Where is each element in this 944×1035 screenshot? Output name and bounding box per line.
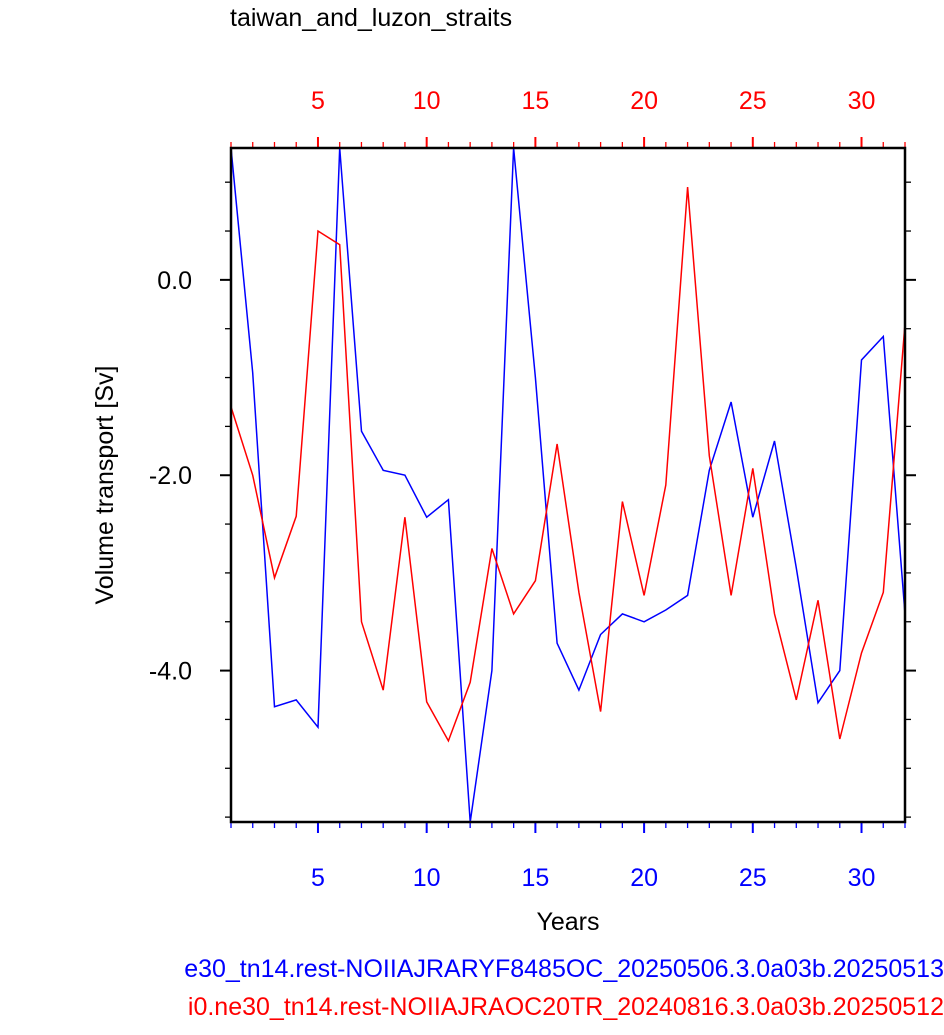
y-tick-label: -4.0 bbox=[149, 658, 192, 686]
x-tick-label-bottom: 30 bbox=[848, 864, 876, 892]
series-layer bbox=[230, 147, 906, 823]
y-tick-label: 0.0 bbox=[157, 267, 192, 295]
y-axis-label: Volume transport [Sv] bbox=[91, 365, 119, 604]
x-axis-label: Years bbox=[536, 908, 599, 936]
x-tick-label-bottom: 20 bbox=[630, 864, 658, 892]
x-tick-label-top: 10 bbox=[413, 87, 441, 115]
labels-layer: 5 5 10 10 15 15 20 20 25 25 30 30 0.0 -2.0 -4.0 bbox=[149, 87, 876, 892]
ticks-layer bbox=[220, 137, 916, 833]
x-tick-label-top: 25 bbox=[739, 87, 767, 115]
x-tick-label-top: 15 bbox=[521, 87, 549, 115]
y-tick-label: -2.0 bbox=[149, 462, 192, 490]
x-tick-label-top: 20 bbox=[630, 87, 658, 115]
x-tick-label-top: 5 bbox=[311, 87, 325, 115]
x-tick-label-bottom: 5 bbox=[311, 864, 325, 892]
legend-entry-blue: e30_tn14.rest-NOIIAJRARYF8485OC_20250506… bbox=[184, 955, 944, 983]
x-tick-label-bottom: 15 bbox=[521, 864, 549, 892]
series-line-1 bbox=[230, 187, 906, 743]
x-tick-label-top: 30 bbox=[848, 87, 876, 115]
plot-frame bbox=[229, 146, 907, 824]
legend-entry-red: i0.ne30_tn14.rest-NOIIAJRAOC20TR_2024081… bbox=[187, 993, 944, 1021]
series-line-0 bbox=[230, 147, 906, 823]
chart-title: taiwan_and_luzon_straits bbox=[230, 4, 513, 32]
x-tick-label-bottom: 25 bbox=[739, 864, 767, 892]
x-tick-label-bottom: 10 bbox=[413, 864, 441, 892]
